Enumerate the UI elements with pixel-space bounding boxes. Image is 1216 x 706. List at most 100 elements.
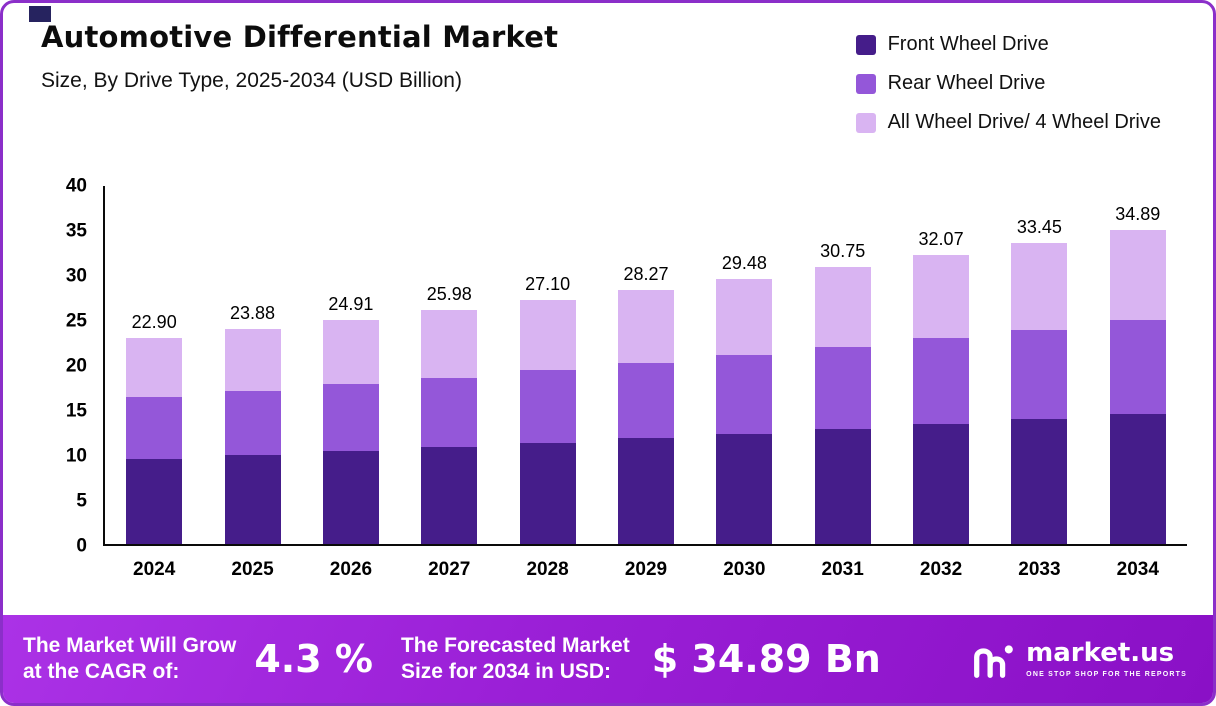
bar-total-label: 33.45 <box>1016 216 1062 237</box>
bar-segment-fwd <box>421 447 478 544</box>
bar-total-label: 23.88 <box>230 303 276 324</box>
x-axis-label: 2030 <box>723 559 766 580</box>
bar-segment-awd <box>617 289 674 363</box>
chart-subtitle: Size, By Drive Type, 2025-2034 (USD Bill… <box>41 69 462 92</box>
y-tick-label: 15 <box>65 400 87 422</box>
bar-column: 27.10 <box>498 186 596 544</box>
bar-column: 33.45 <box>990 186 1088 544</box>
bar-column: 28.27 <box>597 186 695 544</box>
bar-segment-awd <box>1011 242 1068 330</box>
bar-stack <box>617 289 674 544</box>
x-axis-label: 2027 <box>428 559 471 580</box>
legend: Front Wheel Drive Rear Wheel Drive All Whe… <box>855 33 1161 134</box>
bar-segment-fwd <box>322 450 379 544</box>
bar-total-label: 27.10 <box>525 274 571 295</box>
bar-column: 25.98 <box>400 186 498 544</box>
x-axis-labels: 2024 2025 2026 2027 2028 2029 2030 2031 2032 2033… <box>105 559 1187 581</box>
y-tick-label: 25 <box>65 310 87 332</box>
bar-segment-rwd <box>1011 329 1068 420</box>
bar-segment-awd <box>519 300 576 371</box>
footer-banner: The Market Will Grow at the CAGR of: 4.3… <box>3 615 1213 703</box>
y-tick-label: 5 <box>76 490 87 512</box>
plot-area: 22.90 23.88 24.91 25.98 27.10 28.27 29.48 30.75… <box>103 186 1187 546</box>
bar-total-label: 24.91 <box>328 293 374 314</box>
legend-item: Front Wheel Drive <box>855 33 1161 56</box>
bar-segment-fwd <box>519 442 576 544</box>
chart-body: 0 5 10 15 20 25 30 35 40 22.90 23.88 24.91 25.98 27.… <box>41 177 1187 556</box>
bar-segment-rwd <box>322 384 379 451</box>
y-tick-label: 20 <box>65 355 87 377</box>
cagr-value: 4.3 % <box>254 637 373 681</box>
x-axis-label: 2024 <box>133 559 176 580</box>
bar-stack <box>421 310 478 544</box>
x-axis-label: 2033 <box>1018 559 1061 580</box>
bar-segment-awd <box>126 337 183 398</box>
bar-column: 24.91 <box>302 186 400 544</box>
bar-segment-fwd <box>617 438 674 544</box>
legend-swatch <box>855 112 876 133</box>
bar-total-label: 34.89 <box>1115 204 1161 225</box>
forecast-value: $ 34.89 Bn <box>651 637 881 681</box>
bar-column: 32.07 <box>892 186 990 544</box>
legend-label: Front Wheel Drive <box>887 33 1049 55</box>
bar-segment-rwd <box>716 355 773 434</box>
x-axis-label: 2032 <box>919 559 963 580</box>
bar-segment-fwd <box>814 429 871 544</box>
bar-segment-rwd <box>814 346 871 430</box>
bar-total-label: 28.27 <box>623 263 669 284</box>
bar-stack <box>1011 242 1068 544</box>
bar-total-label: 29.48 <box>721 252 767 273</box>
bar-segment-awd <box>716 278 773 356</box>
bar-segment-rwd <box>126 397 183 459</box>
bar-stack <box>519 300 576 544</box>
y-tick-label: 30 <box>65 265 87 287</box>
bar-segment-awd <box>1109 230 1166 321</box>
bar-stack <box>1109 230 1166 544</box>
bar-column: 34.89 <box>1089 186 1187 544</box>
y-tick-label: 35 <box>65 220 87 242</box>
bar-total-label: 25.98 <box>426 284 472 305</box>
bar-segment-rwd <box>913 338 970 425</box>
y-axis: 0 5 10 15 20 25 30 35 40 <box>41 177 103 556</box>
x-axis-label: 2034 <box>1116 559 1159 580</box>
corner-accent <box>29 6 51 22</box>
bar-stack <box>913 255 970 544</box>
bar-total-label: 22.90 <box>131 311 177 332</box>
bar-column: 23.88 <box>203 186 301 544</box>
bar-segment-fwd <box>913 424 970 544</box>
bar-stack <box>126 337 183 544</box>
bar-stack <box>224 329 281 544</box>
chart-area: 0 5 10 15 20 25 30 35 40 22.90 23.88 24.91 25.98 27.… <box>41 177 1187 581</box>
y-tick-label: 40 <box>65 175 87 197</box>
bar-stack <box>814 267 871 544</box>
bar-segment-rwd <box>519 370 576 443</box>
legend-swatch <box>855 34 876 55</box>
legend-label: All Wheel Drive/ 4 Wheel Drive <box>887 111 1161 133</box>
page-title: Automotive Differential Market <box>41 20 559 54</box>
cagr-label: The Market Will Grow at the CAGR of: <box>23 633 236 686</box>
x-axis-label: 2029 <box>624 559 668 580</box>
bar-segment-rwd <box>421 377 478 447</box>
bar-segment-rwd <box>224 391 281 455</box>
bar-segment-fwd <box>1109 413 1166 544</box>
legend-label: Rear Wheel Drive <box>887 72 1046 94</box>
forecast-label: The Forecasted Market Size for 2034 in U… <box>401 633 630 686</box>
legend-swatch <box>855 73 876 94</box>
bar-stack <box>716 278 773 544</box>
forecast-label-line2: Size for 2034 in USD: <box>400 660 612 683</box>
x-axis-label: 2025 <box>231 559 274 580</box>
bar-total-label: 30.75 <box>820 241 866 262</box>
bar-segment-rwd <box>1109 320 1166 414</box>
bar-segment-awd <box>913 255 970 339</box>
y-tick-label: 10 <box>65 445 87 467</box>
bar-segment-awd <box>421 310 478 378</box>
bar-column: 30.75 <box>794 186 892 544</box>
x-axis-label: 2028 <box>526 559 569 580</box>
bar-column: 29.48 <box>695 186 793 544</box>
bar-segment-awd <box>224 329 281 392</box>
cagr-label-line1: The Market Will Grow <box>23 633 237 657</box>
x-axis-label: 2026 <box>329 559 373 580</box>
market-us-logo-icon <box>974 645 1014 678</box>
legend-item: All Wheel Drive/ 4 Wheel Drive <box>855 111 1161 134</box>
